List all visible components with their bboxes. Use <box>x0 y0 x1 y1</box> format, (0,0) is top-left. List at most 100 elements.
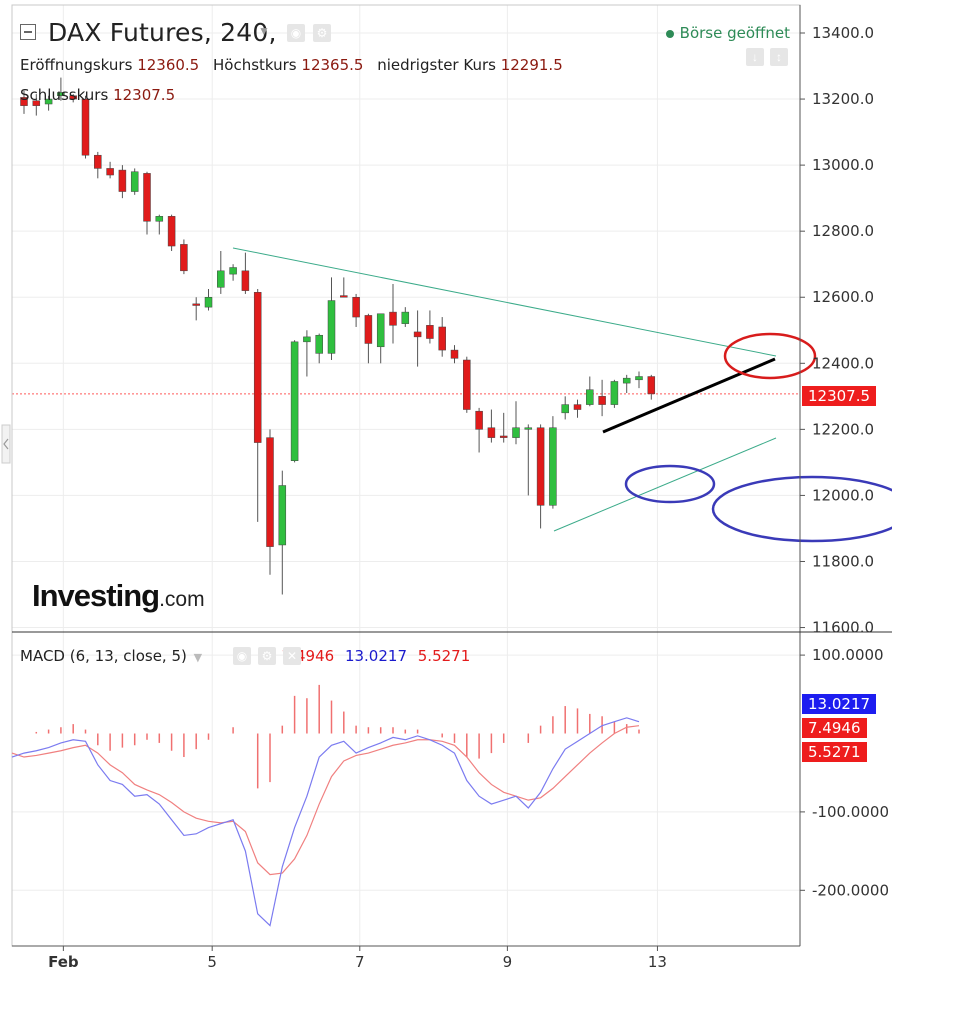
grid <box>12 5 800 946</box>
eye-icon[interactable]: ◉ <box>287 24 305 42</box>
y-tick-label: 13400.0 <box>812 24 874 42</box>
chevron-down-icon[interactable]: ▼ <box>258 24 270 38</box>
y-tick-label: 12600.0 <box>812 288 874 306</box>
y-tick-label: 13000.0 <box>812 156 874 174</box>
candle-up <box>57 92 65 97</box>
candle-up <box>327 300 336 354</box>
market-status: Börse geöffnet <box>665 24 790 42</box>
collapse-button[interactable] <box>20 24 36 40</box>
status-dot-icon <box>665 29 674 38</box>
eye-icon[interactable]: ◉ <box>233 647 251 665</box>
y-tick-label: 12800.0 <box>812 222 874 240</box>
candle-up <box>315 334 323 354</box>
candle-down <box>487 427 496 438</box>
y-tick-label: 11800.0 <box>812 552 874 570</box>
y-tick-label: 12400.0 <box>812 354 874 372</box>
candle-up <box>376 313 385 348</box>
candle-up <box>278 485 287 546</box>
triangle-trendlines <box>232 247 777 532</box>
gear-icon[interactable]: ⚙ <box>313 24 331 42</box>
signal-line <box>11 725 640 876</box>
candle-up <box>303 336 311 343</box>
candle-up <box>512 427 520 438</box>
candle-up <box>561 404 569 414</box>
candle-up <box>204 296 213 308</box>
y-tick-label: 100.0000 <box>812 646 884 664</box>
chart-title: DAX Futures, 240, <box>48 18 277 47</box>
candle-down <box>94 154 102 169</box>
macd-value-tag: 13.0217 <box>802 694 877 714</box>
candle-down <box>266 437 274 547</box>
candle-down <box>118 169 127 192</box>
x-tick-label: 7 <box>355 953 365 971</box>
candle-down <box>647 376 656 395</box>
candle-down <box>450 349 459 359</box>
candle-down <box>536 427 545 506</box>
ohlc-line: Eröffnungskurs 12360.5 Höchstkurs 12365.… <box>20 56 563 74</box>
chevron-left-icon <box>3 438 9 450</box>
candle-down <box>81 98 90 156</box>
candle-up <box>586 389 594 405</box>
candle-up <box>217 270 225 288</box>
candle-down <box>167 216 176 247</box>
candle-down <box>413 331 422 338</box>
chevron-down-icon[interactable]: ▼ <box>193 651 203 664</box>
candle-up <box>130 171 139 192</box>
candle-down <box>475 410 483 430</box>
investing-logo: Investing.com <box>32 578 205 613</box>
plot-frame <box>11 4 801 947</box>
right-margin <box>892 0 970 1032</box>
candle-up <box>290 341 299 461</box>
candle-down <box>241 270 250 291</box>
close-line: Schlusskurs 12307.5 <box>20 86 176 104</box>
x-tick-label: Feb <box>48 953 79 971</box>
candle-down <box>573 404 582 410</box>
blue-ellipse-small <box>624 464 716 504</box>
x-tick-label: 5 <box>207 953 217 971</box>
candle-up <box>610 381 619 405</box>
close-icon[interactable]: ✕ <box>283 647 301 665</box>
candle-down <box>143 173 151 222</box>
candle-down <box>499 435 508 438</box>
candle-down <box>253 292 262 443</box>
candle-down <box>598 396 606 405</box>
candle-down <box>463 359 471 410</box>
arrow-updown-icon[interactable]: ↕ <box>770 48 788 66</box>
gear-icon[interactable]: ⚙ <box>258 647 276 665</box>
y-tick-label: -100.0000 <box>812 803 889 821</box>
candle-up <box>155 216 164 222</box>
candle-down <box>32 100 41 106</box>
candle-down <box>426 325 434 339</box>
x-tick-label: 13 <box>648 953 667 971</box>
candle-down <box>20 97 28 106</box>
lower-trendline <box>553 437 777 532</box>
current-price-tag: 12307.5 <box>802 386 877 406</box>
candle-up <box>401 311 410 324</box>
upper-trendline <box>232 247 777 357</box>
macd-line <box>11 717 640 927</box>
macd-pane <box>11 684 640 927</box>
candle-down <box>364 315 373 344</box>
x-tick-label: 9 <box>503 953 513 971</box>
candle-up <box>635 376 643 381</box>
histogram-value-tag: 5.5271 <box>802 742 867 762</box>
y-tick-label: 12200.0 <box>812 420 874 438</box>
y-tick-label: 11600.0 <box>812 619 874 637</box>
candle-up <box>622 377 631 384</box>
signal-value-tag: 7.4946 <box>802 718 867 738</box>
y-tick-label: 12000.0 <box>812 486 874 504</box>
candle-down <box>69 95 77 100</box>
candle-up <box>44 98 53 105</box>
candle-down <box>192 303 200 306</box>
candle-down <box>389 311 397 326</box>
black-trendline <box>602 357 776 434</box>
candle-down <box>106 168 114 176</box>
candle-up <box>229 267 237 275</box>
y-tick-label: 13200.0 <box>812 90 874 108</box>
y-tick-label: -200.0000 <box>812 881 889 899</box>
candle-down <box>352 296 360 318</box>
arrow-down-icon[interactable]: ↓ <box>746 48 764 66</box>
candle-down <box>180 244 188 272</box>
